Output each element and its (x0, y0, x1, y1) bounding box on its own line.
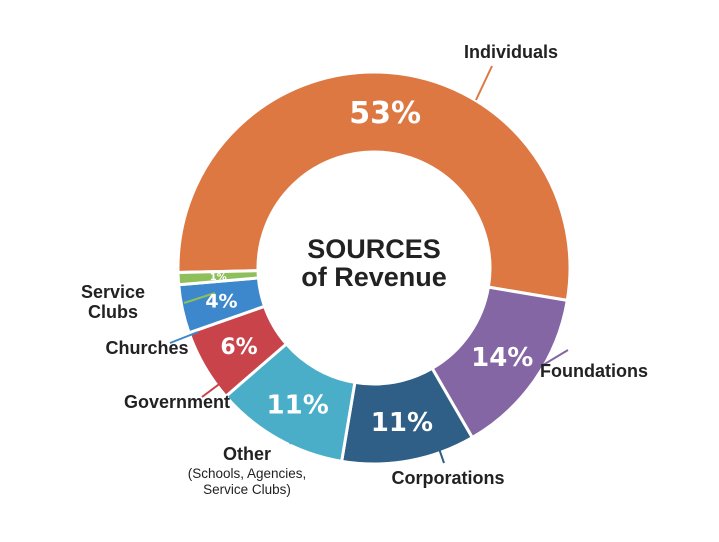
percent-label-corporations: 11% (371, 408, 433, 438)
percent-label-service-clubs: 1% (210, 272, 227, 283)
category-label-individuals: Individuals (464, 42, 558, 62)
category-sublabel-other-line-2: Service Clubs) (203, 482, 291, 497)
leader-line-other (289, 423, 301, 445)
percent-label-individuals: 53% (349, 96, 421, 131)
percent-label-government: 6% (220, 335, 257, 360)
percent-labels: 53% 14% 11% 11% 6% 4% 1% (205, 96, 533, 438)
leader-line-service-clubs (183, 292, 216, 304)
leader-line-foundations (537, 349, 569, 369)
category-label-service-clubs-line-2: Clubs (88, 302, 138, 322)
category-sublabel-other-line-1: (Schools, Agencies, (188, 466, 307, 481)
chart-subtitle: of Revenue (301, 262, 447, 292)
category-label-corporations: Corporations (391, 468, 504, 488)
chart-title: SOURCES (307, 234, 441, 264)
percent-label-other: 11% (267, 390, 329, 420)
percent-label-churches: 4% (205, 291, 237, 313)
category-label-churches: Churches (105, 338, 188, 358)
slice-service-clubs (176, 269, 261, 287)
category-label-foundations: Foundations (540, 361, 648, 381)
leader-line-government (201, 372, 235, 398)
category-label-other: Other (223, 444, 271, 464)
leader-line-individuals (475, 65, 493, 101)
category-label-government: Government (124, 392, 230, 412)
slice-individuals (176, 70, 572, 303)
percent-label-foundations: 14% (471, 343, 533, 373)
category-label-service-clubs-line-1: Service (81, 282, 145, 302)
category-labels: Individuals Foundations Corporations Other (… (81, 42, 648, 497)
donut-slices (176, 70, 572, 466)
leader-lines (169, 65, 569, 464)
leader-line-corporations (435, 439, 445, 464)
leader-line-churches (169, 331, 199, 344)
